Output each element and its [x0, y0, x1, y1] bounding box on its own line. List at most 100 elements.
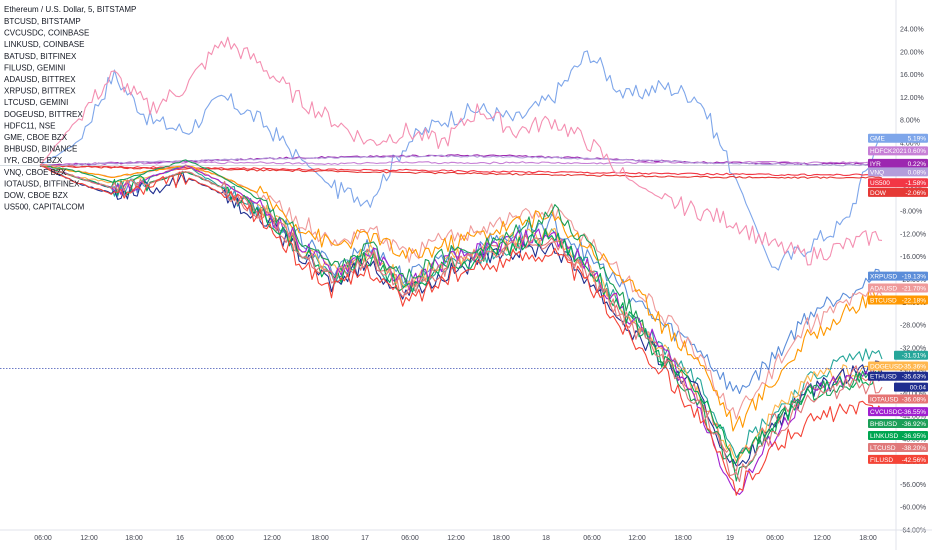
x-tick-label: 06:00	[401, 535, 419, 542]
x-tick-label: 12:00	[263, 535, 281, 542]
legend-entry[interactable]: VNQ, CBOE BZX	[4, 168, 67, 177]
badge-value: -1.58%	[905, 180, 926, 187]
legend-entry[interactable]: CVCUSDC, COINBASE	[4, 29, 89, 38]
badge-xrpusd: XRPUSD -19.13%	[868, 271, 928, 281]
x-tick-label: 18:00	[859, 535, 877, 542]
legend-entry[interactable]: US500, CAPITALCOM	[4, 203, 85, 212]
price-badges: GME 5.19%HDFCK2021 0.60%IYR 0.22%VNQ 0.08%US…	[868, 133, 928, 464]
series-line-bhbusd	[39, 165, 883, 459]
badge-background	[868, 430, 928, 440]
legend-entry[interactable]: DOGEUSD, BITTREX	[4, 110, 83, 119]
y-tick-label: -32.00%	[900, 345, 926, 352]
x-tick-label: 12:00	[628, 535, 646, 542]
badge-label: US500	[870, 180, 890, 187]
y-tick-label: 20.00%	[900, 49, 924, 56]
x-tick-label: 06:00	[34, 535, 52, 542]
badge-label: BTCUSD	[870, 297, 897, 304]
badge-background	[868, 283, 928, 293]
y-tick-label: -12.00%	[900, 231, 926, 238]
legend-entry[interactable]: IYR, CBOE BZX	[4, 156, 63, 165]
y-tick-label: -28.00%	[900, 323, 926, 330]
badge-value: -35.36%	[902, 363, 926, 370]
badge-ltcusd: LTCUSD -38.20%	[868, 442, 928, 452]
badge-label: FILUSD	[870, 457, 893, 464]
badge-linkusd: LINKUSD -36.95%	[868, 430, 928, 440]
y-tick-label: 16.00%	[900, 72, 924, 79]
y-tick-label: -8.00%	[900, 209, 922, 216]
badge-extra-value: -31.51%	[894, 350, 928, 360]
badge-background	[868, 167, 928, 177]
badge-label: CVCUSDC	[870, 409, 902, 416]
x-tick-label: 16	[176, 535, 184, 542]
badge-value: -2.06%	[905, 190, 926, 197]
badge-background	[868, 442, 928, 452]
series-line-bhbusd2	[39, 159, 883, 482]
badge-label: LTCUSD	[870, 445, 896, 452]
badge-iyr: IYR 0.22%	[868, 158, 928, 168]
series-line-gme	[39, 50, 882, 271]
badge-label: HDFCK2021	[870, 148, 907, 155]
legend-entry[interactable]: DOW, CBOE BZX	[4, 191, 69, 200]
badge-value: 0.08%	[908, 169, 927, 176]
badge-vnq: VNQ 0.08%	[868, 167, 928, 177]
x-tick-label: 12:00	[80, 535, 98, 542]
badge-label: ADAUSD	[870, 285, 897, 292]
x-tick-label: 18:00	[492, 535, 510, 542]
badge-dogeusd: DOGEUSD-35.36%	[868, 361, 928, 371]
y-tick-label: -56.00%	[900, 482, 926, 489]
y-tick-label: 8.00%	[900, 118, 920, 125]
legend-entry[interactable]: HDFC11, NSE	[4, 121, 55, 130]
badge-background	[868, 407, 928, 417]
x-tick-label: 18:00	[311, 535, 329, 542]
series-line-vnq	[39, 154, 883, 167]
series-line-dow	[39, 164, 883, 179]
badge-background	[868, 295, 928, 305]
badge-background	[868, 419, 928, 429]
badge-value: -42.56%	[902, 457, 926, 464]
badge-value: 00:04	[910, 385, 927, 392]
legend-entry[interactable]: XRPUSD, BITTREX	[4, 87, 76, 96]
badge-value: -22.18%	[902, 297, 926, 304]
legend-entry[interactable]: LTCUSD, GEMINI	[4, 98, 68, 107]
legend-entry[interactable]: BHBUSD, BINANCE	[4, 145, 77, 154]
x-axis: 06:00 12:00 18:00 16 06:00 12:00 18:00 17 06:00 1…	[0, 529, 932, 542]
badge-label: IOTAUSD	[870, 396, 899, 403]
y-tick-label: -44.00%	[900, 414, 926, 421]
chart-title: Ethereum / U.S. Dollar, 5, BITSTAMP	[4, 5, 136, 14]
legend-entry[interactable]: IOTAUSD, BITFINEX	[4, 179, 80, 188]
legend-entry[interactable]: BTCUSD, BITSTAMP	[4, 17, 81, 26]
y-tick-label: -60.00%	[900, 505, 926, 512]
badge-value: -36.95%	[902, 433, 926, 440]
legend-entry[interactable]: GME, CBOE BZX	[4, 133, 68, 142]
badge-value: -35.63%	[902, 374, 926, 381]
series-line-linkusd	[39, 165, 883, 464]
badge-value: -38.20%	[902, 445, 926, 452]
y-tick-label: 4.00%	[900, 140, 920, 147]
x-tick-label: 12:00	[447, 535, 465, 542]
badge-label: XRPUSD	[870, 273, 897, 280]
series-line-batusd	[39, 36, 883, 266]
badge-label: BHBUSD	[870, 421, 897, 428]
badge-value: 5.19%	[908, 136, 927, 143]
badge-background	[868, 178, 928, 188]
legend-entry[interactable]: FILUSD, GEMINI	[4, 63, 65, 72]
legend-entry[interactable]: LINKUSD, COINBASE	[4, 40, 84, 49]
series-line-adausd	[39, 164, 883, 420]
y-tick-label: -16.00%	[900, 254, 926, 261]
badge-label: DOW	[870, 190, 887, 197]
legend-entry[interactable]: ADAUSD, BITTREX	[4, 75, 76, 84]
x-tick-label: 18	[542, 535, 550, 542]
series-line-btcusd	[39, 164, 883, 432]
y-tick-label: 12.00%	[900, 95, 924, 102]
badge-label: VNQ	[870, 169, 884, 176]
badge-value: 0.60%	[908, 148, 927, 155]
x-tick-label: 19	[726, 535, 734, 542]
badge-value: -36.55%	[902, 409, 926, 416]
legend-entry[interactable]: BATUSD, BITFINEX	[4, 52, 77, 61]
y-tick-label: -36.00%	[900, 368, 926, 375]
badge-btcusd: BTCUSD -22.18%	[868, 295, 928, 305]
badge-dow: DOW -2.06%	[868, 187, 928, 197]
legend: Ethereum / U.S. Dollar, 5, BITSTAMP BTCU…	[4, 5, 136, 212]
badge-background	[868, 371, 928, 381]
